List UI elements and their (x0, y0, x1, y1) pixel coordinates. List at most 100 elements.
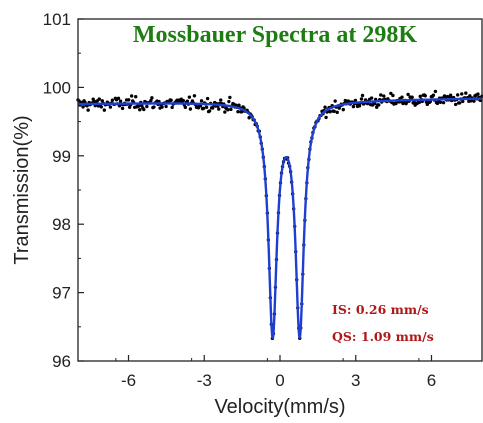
chart-title: Mossbauer Spectra at 298K (133, 22, 418, 48)
data-point (433, 89, 438, 94)
data-point (188, 107, 193, 111)
data-point (372, 101, 377, 106)
data-point (116, 96, 121, 101)
y-tick-label: 101 (43, 10, 71, 29)
data-point (170, 105, 174, 110)
data-point (460, 92, 464, 96)
y-tick-label: 99 (52, 147, 71, 166)
data-point (142, 107, 146, 112)
data-point (228, 95, 232, 100)
data-point (247, 116, 251, 120)
qs-annotation: QS: 1.09 mm/s (332, 329, 434, 344)
y-tick-label: 97 (52, 284, 71, 303)
x-tick-label: 6 (427, 371, 436, 390)
data-point (369, 96, 374, 100)
data-point (210, 106, 215, 110)
y-tick-label: 100 (43, 78, 71, 97)
data-point (187, 95, 192, 99)
data-point (97, 97, 101, 101)
data-point (236, 110, 240, 114)
data-point (438, 100, 443, 104)
data-point (226, 108, 230, 112)
data-point (110, 98, 115, 102)
data-point (81, 105, 85, 109)
data-point (199, 99, 204, 103)
data-point (229, 107, 233, 112)
data-point (204, 105, 209, 109)
data-point (353, 98, 358, 103)
data-point (223, 110, 227, 114)
data-point (205, 96, 210, 101)
data-point (324, 115, 328, 120)
data-point (102, 108, 107, 112)
data-point (160, 105, 164, 109)
data-point (346, 99, 351, 103)
data-point (441, 100, 446, 105)
y-axis-label: Transmission(%) (11, 115, 33, 264)
data-point (332, 109, 336, 113)
data-point (152, 105, 156, 109)
data-point (400, 95, 404, 99)
data-point (145, 104, 149, 109)
data-point (333, 99, 337, 103)
data-point (456, 93, 460, 97)
data-point (377, 103, 381, 107)
data-point (458, 101, 462, 105)
data-point (237, 103, 241, 107)
data-point (360, 93, 365, 98)
data-point (219, 98, 223, 102)
data-point (120, 106, 125, 111)
data-point (394, 101, 398, 106)
data-point (448, 93, 453, 97)
data-point (410, 95, 414, 99)
data-point (127, 105, 132, 109)
data-point (417, 100, 421, 105)
data-point (468, 94, 472, 98)
y-tick-label: 96 (52, 352, 71, 371)
data-point (149, 98, 153, 103)
data-point (169, 98, 173, 103)
data-point (472, 99, 476, 103)
data-point (464, 91, 468, 95)
data-point (129, 94, 134, 98)
data-point (108, 105, 113, 109)
data-point (453, 102, 458, 107)
data-point (134, 95, 138, 99)
is-annotation: IS: 0.26 mm/s (332, 302, 429, 317)
data-point (328, 110, 332, 114)
data-point (382, 94, 386, 98)
data-point (357, 104, 362, 108)
data-point (423, 94, 427, 98)
data-point (351, 104, 356, 109)
data-point (379, 93, 383, 97)
data-point (207, 109, 212, 113)
data-point (99, 105, 103, 109)
data-point (323, 105, 327, 109)
data-point (92, 99, 96, 104)
data-point (183, 105, 188, 110)
x-axis-label: Velocity(mm/s) (214, 396, 345, 418)
data-point (391, 93, 395, 98)
data-point (227, 99, 231, 104)
data-point (406, 92, 410, 97)
data-point (192, 94, 197, 98)
data-point (476, 92, 480, 96)
data-point (137, 104, 141, 108)
x-tick-label: -3 (197, 371, 212, 390)
data-point (359, 97, 364, 101)
fit-curve (77, 97, 483, 340)
data-point (341, 107, 345, 112)
data-point (185, 99, 190, 103)
data-point (150, 96, 154, 100)
data-point (461, 99, 465, 104)
data-point (401, 101, 405, 106)
x-tick-label: 0 (275, 371, 284, 390)
data-point (164, 104, 168, 109)
y-tick-label: 98 (52, 215, 71, 234)
x-tick-label: 3 (351, 371, 360, 390)
data-point (86, 108, 90, 112)
data-point (217, 107, 221, 111)
data-point (418, 94, 422, 99)
data-point (201, 106, 206, 111)
